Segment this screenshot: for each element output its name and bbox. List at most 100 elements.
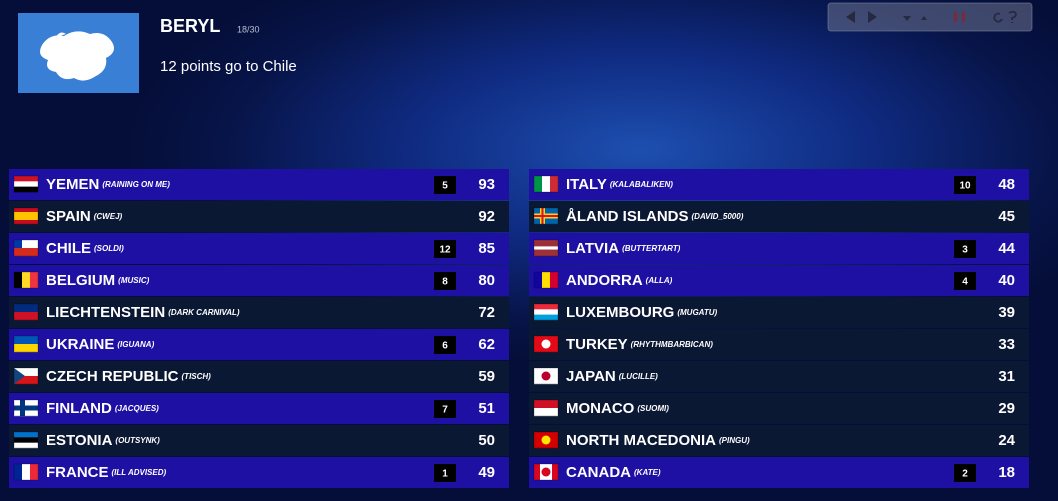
flag [533, 463, 559, 481]
user-name: (PINGU) [719, 436, 750, 445]
scoreboard-row: LATVIA (BUTTERTART) 3 44 [529, 233, 1029, 264]
flag-border [13, 175, 39, 193]
row-background [529, 457, 1029, 488]
total-score: 51 [478, 400, 495, 417]
entry-label: ESTONIA (OUTSYNK) [46, 432, 160, 449]
total-score: 49 [478, 464, 495, 481]
scoreboard-row: ANDORRA (ALLA) 4 40 [529, 265, 1029, 296]
country-name: FRANCE [46, 464, 109, 481]
flag [533, 367, 559, 385]
points-badge [434, 176, 456, 194]
country-name: JAPAN [566, 368, 616, 385]
pause-button[interactable] [954, 12, 957, 22]
points-badge [954, 240, 976, 258]
entry-label: SPAIN (CWEJ) [46, 208, 123, 225]
flag-stripe [14, 464, 23, 480]
flag-stripe [534, 314, 558, 321]
reset-button[interactable] [993, 12, 1003, 23]
flag-border [533, 175, 559, 193]
flag-stripe [14, 272, 23, 288]
flag [13, 175, 39, 193]
points-received: 2 [962, 469, 968, 480]
total-score: 92 [478, 208, 495, 225]
entry-label: CHILE (SOLDI) [46, 240, 124, 257]
row-background [529, 265, 1029, 296]
scoreboard-row: BELGIUM (MUSIC) 8 80 [9, 265, 509, 296]
flag-stripe [14, 376, 38, 385]
flag-emblem [541, 339, 551, 349]
up-button[interactable] [921, 16, 927, 20]
row-background [529, 393, 1029, 424]
row-background [9, 457, 509, 488]
country-name: TURKEY [566, 336, 628, 353]
points-badge [954, 176, 976, 194]
entry-label: JAPAN (LUCILLE) [566, 368, 658, 385]
scoreboard-row: SPAIN (CWEJ) 92 [9, 201, 509, 232]
entry-label: FRANCE (ILL ADVISED) [46, 464, 167, 481]
country-name: CZECH REPUBLIC [46, 368, 179, 385]
total-score: 48 [998, 176, 1015, 193]
flag-border [13, 463, 39, 481]
points-badge [434, 240, 456, 258]
flag [533, 431, 559, 449]
flag-stripe [14, 336, 38, 345]
user-name: (TISCH) [182, 372, 212, 381]
flag-stripe [534, 304, 558, 310]
flag [533, 335, 559, 353]
flag-stripe [30, 272, 39, 288]
scoreboard-row: LUXEMBOURG (MUGATU) 39 [529, 297, 1029, 328]
total-score: 44 [998, 240, 1015, 257]
scoreboard-row: MONACO (SUOMI) 29 [529, 393, 1029, 424]
down-button[interactable] [903, 16, 911, 21]
scoreboard-row: YEMEN (RAINING ON ME) 5 93 [9, 169, 509, 200]
row-background [9, 297, 509, 328]
flag-stripe [30, 464, 39, 480]
flag [533, 175, 559, 193]
country-name: YEMEN [46, 176, 99, 193]
user-name: (IGUANA) [117, 340, 154, 349]
flag-stripe [534, 400, 558, 409]
user-name: (LUCILLE) [619, 372, 658, 381]
flag-border [533, 335, 559, 353]
scoreboard-row: NORTH MACEDONIA (PINGU) 24 [529, 425, 1029, 456]
help-button[interactable] [1008, 10, 1017, 23]
user-name: (MUGATU) [677, 308, 717, 317]
flag [13, 207, 39, 225]
flag-stripe [550, 176, 559, 192]
flag-border [13, 367, 39, 385]
scoreboard-row: CZECH REPUBLIC (TISCH) 59 [9, 361, 509, 392]
scoreboard-row: FRANCE (ILL ADVISED) 1 49 [9, 457, 509, 488]
user-name: (KATE) [634, 468, 661, 477]
scoreboard-row: TURKEY (RHYTHMBARBICAN) 33 [529, 329, 1029, 360]
flag-stripe [534, 243, 558, 247]
country-name: CANADA [566, 464, 631, 481]
flag-border [533, 303, 559, 321]
total-score: 93 [478, 176, 495, 193]
flag-cross [14, 405, 38, 411]
flag-stripe [14, 432, 38, 438]
row-background [9, 201, 509, 232]
scoreboard-row: CANADA (KATE) 2 18 [529, 457, 1029, 488]
flag [533, 303, 559, 321]
prev-button[interactable] [846, 11, 855, 23]
flag-border [13, 399, 39, 417]
row-background [9, 265, 509, 296]
user-name: (ALLA) [646, 276, 673, 285]
flag-border [533, 463, 559, 481]
scoreboard-row: CHILE (SOLDI) 12 85 [9, 233, 509, 264]
total-score: 62 [478, 336, 495, 353]
country-name: BELGIUM [46, 272, 115, 289]
total-score: 85 [478, 240, 495, 257]
flag [533, 399, 559, 417]
user-name: (BUTTERTART) [622, 244, 681, 253]
pause-bar [962, 12, 965, 22]
row-background [529, 425, 1029, 456]
entry-label: NORTH MACEDONIA (PINGU) [566, 432, 750, 449]
user-name: (MUSIC) [118, 276, 149, 285]
flag-border [533, 239, 559, 257]
next-button[interactable] [868, 11, 877, 23]
entry-label: LUXEMBOURG (MUGATU) [566, 304, 718, 321]
scoreboard: YEMEN (RAINING ON ME) 5 93 SPAIN (CWEJ) 92 CHIL… [9, 169, 1029, 488]
row-background [9, 233, 509, 264]
country-name: ITALY [566, 176, 607, 193]
